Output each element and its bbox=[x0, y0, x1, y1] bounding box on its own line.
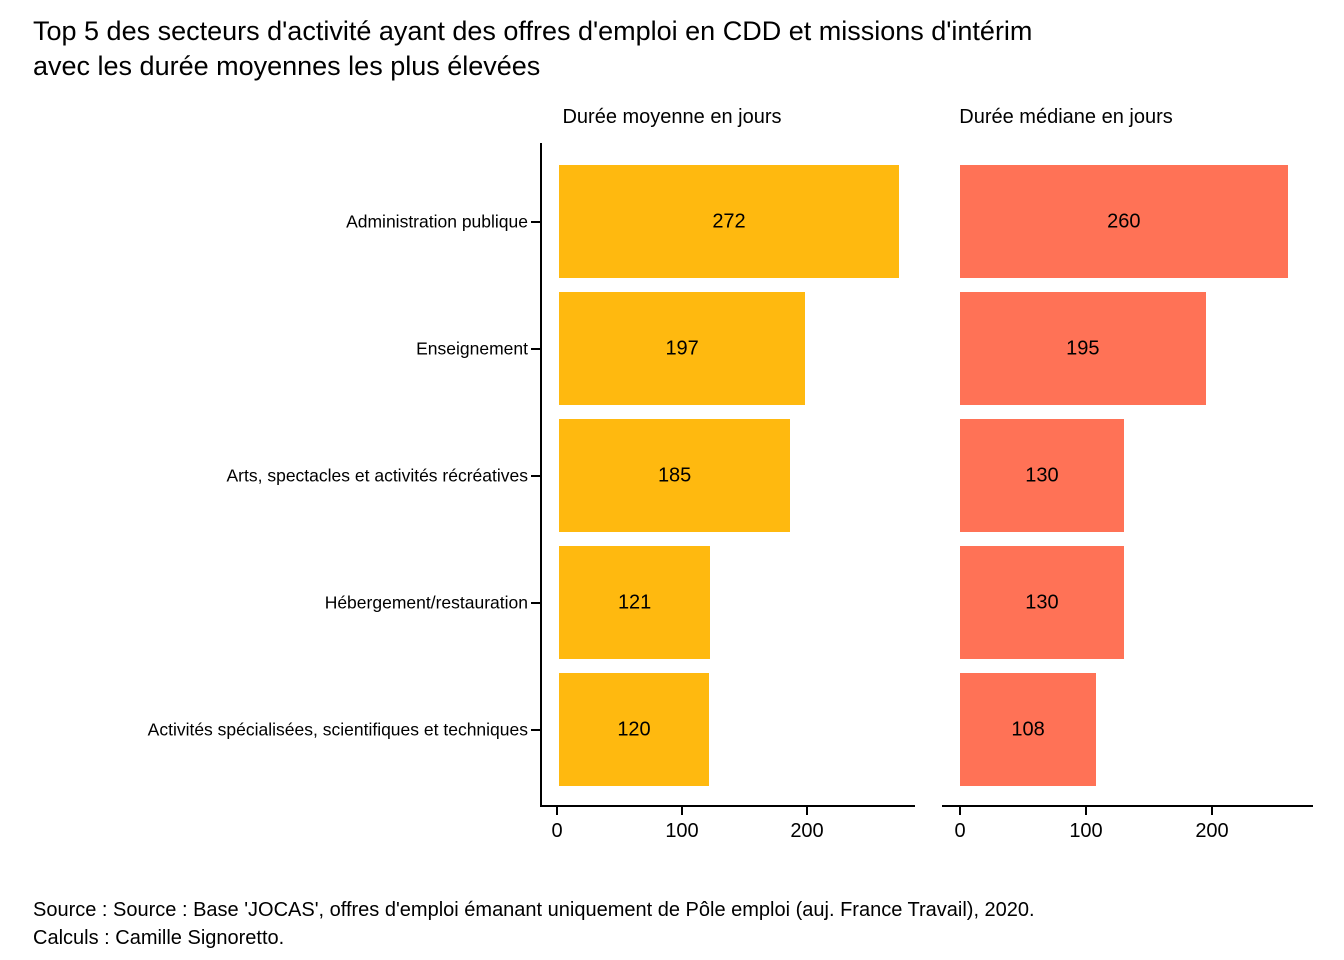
facet-panel-mean: 272 197 185 121 120 bbox=[540, 143, 915, 807]
bar bbox=[559, 419, 790, 532]
bar-value-label: 108 bbox=[1011, 718, 1045, 740]
y-axis-tick bbox=[531, 347, 540, 350]
x-axis-tick bbox=[681, 807, 683, 815]
x-axis-tick-label: 200 bbox=[1195, 820, 1229, 842]
bar-value-label: 120 bbox=[617, 718, 651, 740]
x-axis-tick-label: 100 bbox=[1069, 820, 1103, 842]
x-axis-tick-label: 200 bbox=[790, 820, 824, 842]
bar-value-label: 185 bbox=[657, 464, 692, 486]
bar-value-label: 197 bbox=[665, 337, 699, 359]
credits-line: Calculs : Camille Signoretto. bbox=[33, 927, 285, 949]
bar-value-label: 195 bbox=[1066, 337, 1100, 359]
category-label: Activités spécialisées, scientifiques et… bbox=[147, 719, 528, 739]
bar bbox=[960, 419, 1124, 532]
bar-value-label: 260 bbox=[1107, 210, 1141, 232]
category-label: Arts, spectacles et activités récréative… bbox=[226, 465, 529, 485]
bar-value-label: 272 bbox=[712, 210, 746, 232]
facet-title-median: Durée médiane en jours bbox=[959, 106, 1173, 128]
y-axis-tick bbox=[531, 474, 540, 477]
bar bbox=[559, 165, 899, 278]
source-line: Source : Source : Base 'JOCAS', offres d… bbox=[33, 899, 1035, 921]
bar bbox=[559, 546, 710, 659]
y-axis-tick bbox=[531, 220, 540, 223]
chart-title-line1: Top 5 des secteurs d'activité ayant des … bbox=[33, 16, 1033, 46]
bar bbox=[960, 546, 1124, 659]
bar bbox=[559, 292, 805, 405]
x-axis-tick bbox=[806, 807, 808, 815]
x-axis-tick bbox=[959, 807, 961, 815]
facet-panel-median: 260 195 130 130 108 bbox=[942, 143, 1313, 807]
bar-value-label: 130 bbox=[1025, 591, 1059, 613]
x-axis-tick bbox=[1211, 807, 1213, 815]
bar bbox=[960, 292, 1206, 405]
bar bbox=[960, 165, 1288, 278]
x-axis-tick-label: 100 bbox=[665, 820, 699, 842]
category-label: Administration publique bbox=[346, 211, 528, 231]
bar-value-label: 121 bbox=[617, 591, 652, 613]
chart-title-line2: avec les durée moyennes les plus élevées bbox=[33, 51, 541, 81]
x-axis-tick bbox=[1085, 807, 1087, 815]
x-axis-tick-label: 0 bbox=[551, 820, 563, 842]
x-axis-tick bbox=[556, 807, 558, 815]
bar bbox=[960, 673, 1096, 786]
y-axis-tick bbox=[531, 601, 540, 604]
y-axis-tick bbox=[531, 728, 540, 731]
bar-value-label: 130 bbox=[1025, 464, 1059, 486]
facet-title-mean: Durée moyenne en jours bbox=[562, 106, 782, 128]
x-axis-tick-label: 0 bbox=[954, 820, 966, 842]
chart-title: Top 5 des secteurs d'activité ayant des … bbox=[33, 14, 1032, 84]
category-label: Hébergement/restauration bbox=[324, 592, 528, 612]
source-note: Source : Source : Base 'JOCAS', offres d… bbox=[33, 896, 1035, 952]
bar bbox=[559, 673, 709, 786]
category-label: Enseignement bbox=[416, 338, 528, 358]
